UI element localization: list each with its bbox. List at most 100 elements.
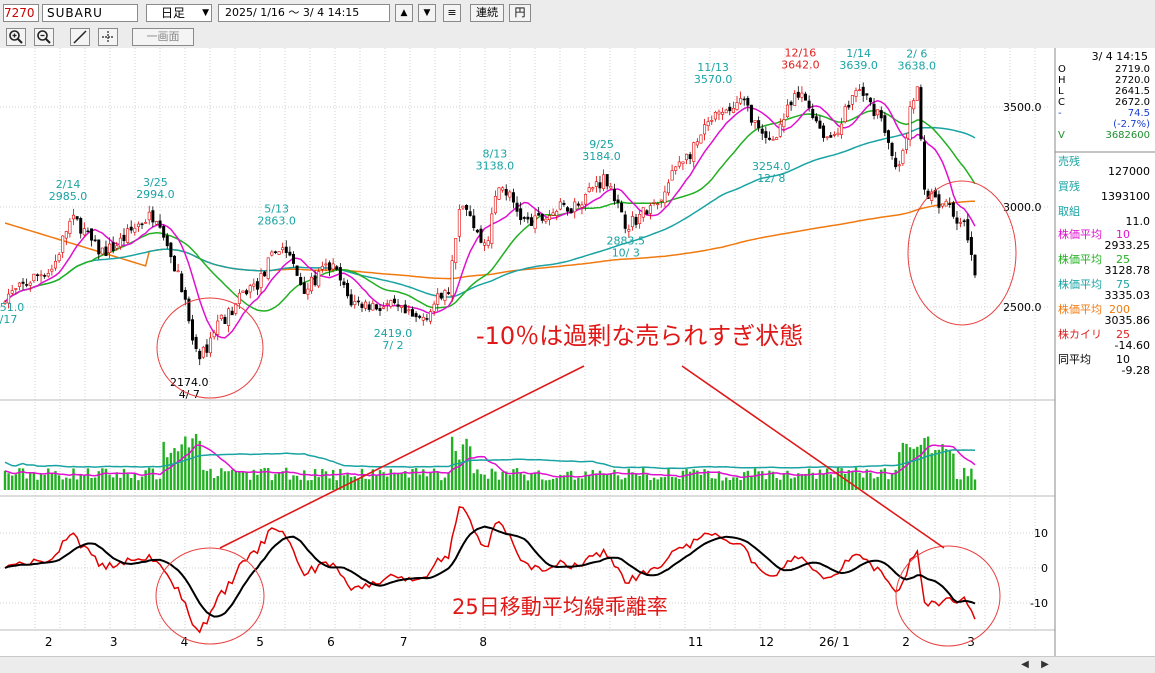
volume-bar [360, 468, 364, 490]
month-label: 26/ 1 [819, 635, 850, 649]
candle-body [338, 267, 342, 281]
menu-button[interactable]: ≡ [443, 4, 461, 22]
candle-body [757, 120, 761, 129]
volume-bar [342, 475, 346, 490]
horizontal-scrollbar[interactable]: ◀ ▶ [0, 656, 1155, 673]
info-ohlc-key: H [1058, 75, 1066, 86]
price-label-date: 2/ 6 [906, 48, 927, 60]
price-label-date: 1/17 [0, 313, 17, 326]
month-label: 6 [327, 635, 335, 649]
candle-body [818, 120, 822, 129]
line-draw-button[interactable] [70, 28, 90, 46]
volume-bar [905, 443, 908, 490]
name-field[interactable]: SUBARU [42, 4, 138, 22]
info-ohlc-key: L [1058, 86, 1064, 97]
volume-bar [32, 473, 36, 490]
candle-body [53, 260, 57, 269]
volume-bar [148, 467, 151, 490]
volume-bar [649, 480, 652, 490]
volume-bar [616, 475, 620, 490]
next-button[interactable]: ▼ [418, 4, 436, 22]
volume-bar [353, 476, 356, 490]
volume-bar [627, 468, 631, 490]
zoom-in-button[interactable] [6, 28, 26, 46]
candle-body [154, 221, 158, 225]
candle-body [151, 210, 155, 223]
kairi-line [4, 506, 976, 634]
volume-bar [811, 472, 814, 490]
volume-bar [270, 480, 274, 490]
candle-body [868, 97, 872, 103]
volume-bar [220, 468, 223, 490]
volume-bar [486, 478, 490, 490]
scroll-right-button[interactable]: ▶ [1038, 658, 1052, 671]
price-label-date: 9/25 [589, 138, 614, 151]
crosshair-button[interactable] [98, 28, 118, 46]
volume-bar [29, 473, 32, 490]
price-label-date: 5/13 [264, 202, 289, 215]
volume-bar [126, 473, 129, 490]
volume-bar [620, 479, 623, 490]
zoom-out-button[interactable] [34, 28, 54, 46]
candle-body [677, 161, 681, 167]
candle-body [555, 211, 559, 216]
candle-body [68, 220, 72, 234]
candle-body [735, 102, 739, 110]
price-label-date: 11/13 [697, 61, 729, 74]
info-ohlc-key: O [1058, 64, 1066, 75]
candle-body [883, 115, 887, 133]
candle-body [486, 240, 490, 246]
period-select[interactable]: 日足 ▼ [146, 4, 212, 22]
candle-body [620, 202, 624, 213]
candle-body [760, 128, 764, 134]
volume-bar [281, 471, 284, 490]
price-label-value: 3184.0 [582, 150, 621, 163]
arrow-line-left [219, 365, 585, 549]
candle-body [385, 303, 389, 305]
ichigamen-button[interactable]: 一画面 [132, 28, 194, 46]
volume-bar [526, 480, 530, 490]
volume-bar [551, 478, 555, 490]
candle-body [886, 130, 890, 143]
volume-bar [490, 468, 494, 490]
candle-body [320, 266, 324, 270]
candle-body [519, 208, 523, 221]
candle-body [335, 266, 339, 270]
volume-bar [267, 467, 270, 490]
candle-body [594, 181, 598, 187]
candle-body [259, 273, 263, 288]
volume-bar [75, 479, 79, 490]
candle-body [255, 281, 259, 290]
candle-body [79, 218, 83, 234]
candle-body [39, 274, 43, 277]
scroll-left-button[interactable]: ◀ [1018, 658, 1032, 671]
price-axis-label: 2500.0 [1003, 301, 1042, 314]
candle-body [353, 301, 357, 306]
candle-body [540, 213, 544, 221]
ichigamen-label: 一画面 [146, 30, 180, 43]
candle-body [948, 203, 952, 205]
volume-bar [39, 473, 43, 490]
candle-body [371, 303, 375, 311]
volume-bar [952, 453, 955, 490]
price-label-value: 2994.0 [136, 188, 175, 201]
volume-bar [930, 453, 933, 490]
month-label: 5 [256, 635, 264, 649]
info-ma-key: 株価平均 [1058, 277, 1102, 291]
month-label: 12 [759, 635, 774, 649]
date-range-field[interactable]: 2025/ 1/16 〜 3/ 4 14:15 [218, 4, 390, 22]
info-ohlc-key: V [1058, 130, 1065, 141]
code-field[interactable]: 7270 [3, 4, 39, 22]
renzoku-button[interactable]: 連続 [470, 4, 504, 22]
price-label-date: 1/14 [846, 48, 871, 60]
info-board-key: 買残 [1058, 179, 1080, 193]
yen-button[interactable]: 円 [509, 4, 531, 22]
candle-body [825, 136, 829, 139]
candle-body [219, 314, 223, 320]
volume-bar [429, 472, 432, 490]
volume-bar [533, 473, 537, 490]
prev-button[interactable]: ▲ [395, 4, 413, 22]
volume-bar [144, 470, 147, 490]
month-label: 11 [688, 635, 703, 649]
